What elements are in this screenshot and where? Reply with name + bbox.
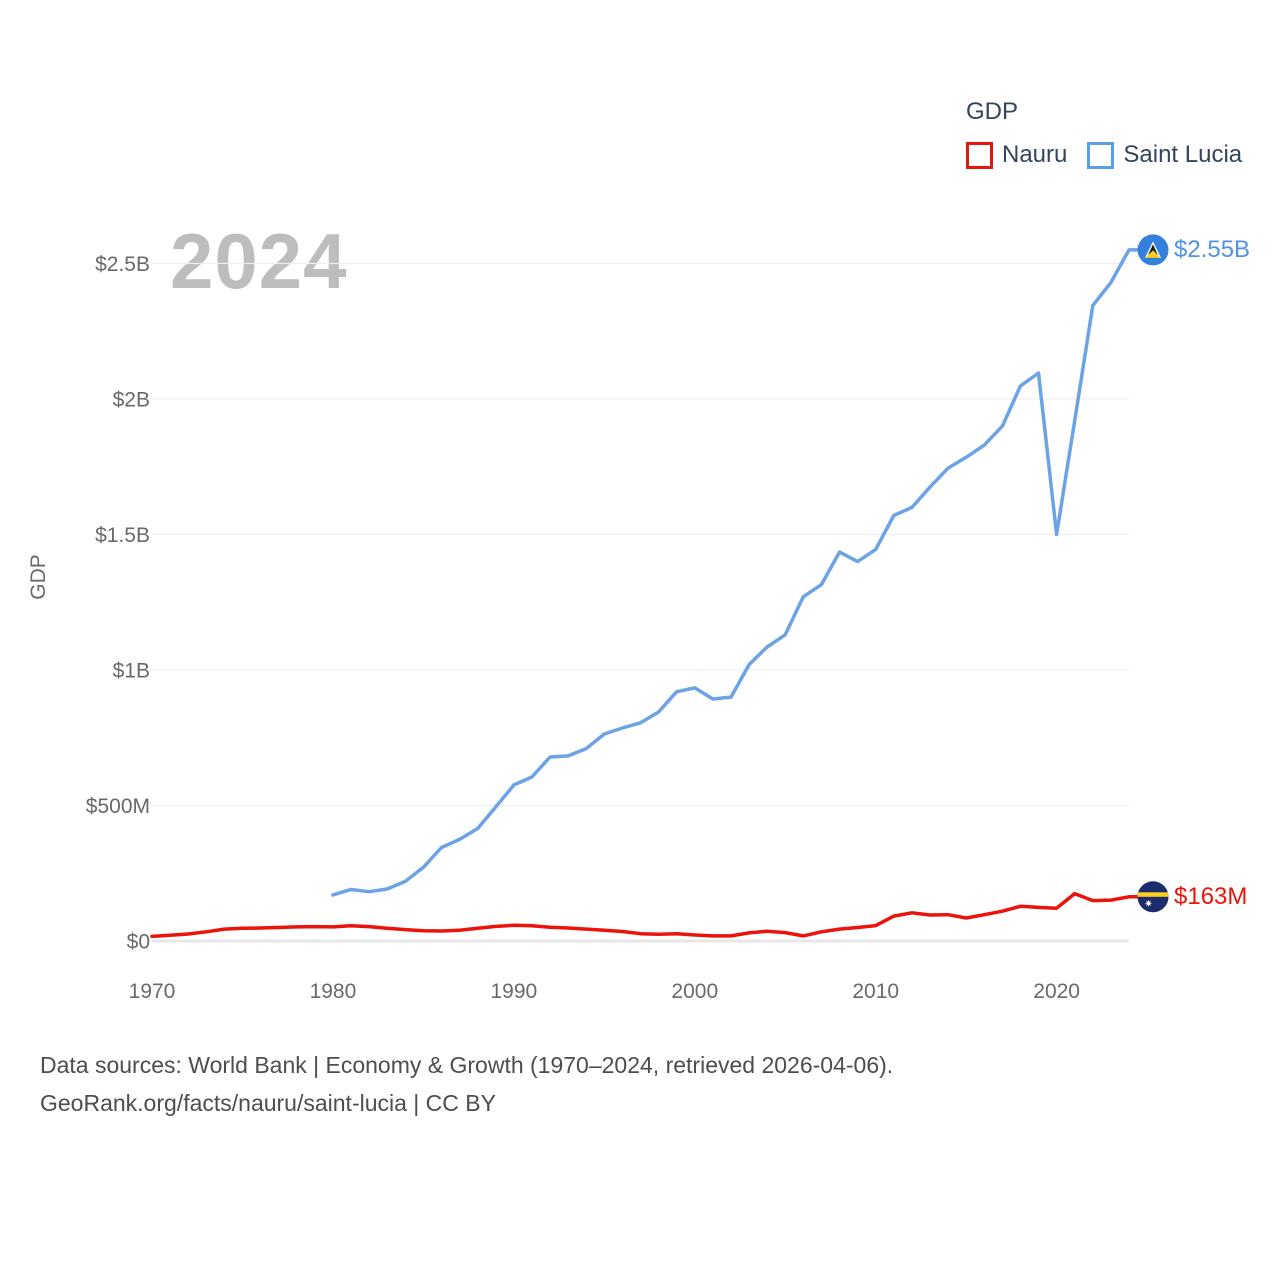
y-axis-tick-label: $0 xyxy=(127,931,150,954)
y-axis-title: GDP xyxy=(27,554,50,600)
saint-lucia-value-label: $2.55B xyxy=(1174,236,1251,263)
attribution-line: GeoRank.org/facts/nauru/saint-lucia | CC… xyxy=(40,1090,496,1116)
year-watermark: 2024 xyxy=(170,217,348,305)
x-axis-tick-label: 2020 xyxy=(1033,980,1080,1003)
y-axis-tick-label: $1.5B xyxy=(95,524,150,547)
legend-item-saint-lucia[interactable]: Saint Lucia xyxy=(1087,141,1242,169)
legend: GDP Nauru Saint Lucia xyxy=(966,98,1242,169)
legend-title: GDP xyxy=(966,98,1019,125)
footer: Data sources: World Bank | Economy & Gro… xyxy=(40,1046,893,1122)
flag-star xyxy=(1144,899,1153,908)
y-axis-tick-label: $2B xyxy=(113,389,150,412)
legend-item-label: Saint Lucia xyxy=(1123,141,1243,168)
y-axis-tick-label: $2.5B xyxy=(95,253,150,276)
legend-item-label: Nauru xyxy=(1002,141,1068,168)
y-axis-tick-label: $1B xyxy=(113,660,150,683)
saint-lucia-flag-icon xyxy=(1137,234,1169,266)
legend-row: Nauru Saint Lucia xyxy=(966,141,1242,169)
x-axis-tick-label: 2010 xyxy=(852,980,899,1003)
nauru-flag-icon xyxy=(1137,881,1169,913)
x-axis-tick-label: 1990 xyxy=(490,980,537,1003)
data-sources-line: Data sources: World Bank | Economy & Gro… xyxy=(40,1052,894,1078)
nauru-value-label: $163M xyxy=(1174,883,1248,910)
flag-stripe xyxy=(1137,892,1169,897)
x-axis-tick-label: 1980 xyxy=(310,980,357,1003)
x-axis-tick-label: 1970 xyxy=(129,980,176,1003)
flag-triangle-yellow xyxy=(1145,250,1161,258)
x-axis-tick-label: 2000 xyxy=(671,980,718,1003)
saint-lucia-series-swatch-icon xyxy=(1087,141,1115,169)
saint-lucia-gdp-line xyxy=(331,248,1142,897)
nauru-gdp-line xyxy=(150,891,1142,939)
nauru-series-swatch-icon xyxy=(966,141,993,169)
legend-item-nauru[interactable]: Nauru xyxy=(966,141,1067,169)
y-axis-tick-label: $500M xyxy=(86,795,150,818)
